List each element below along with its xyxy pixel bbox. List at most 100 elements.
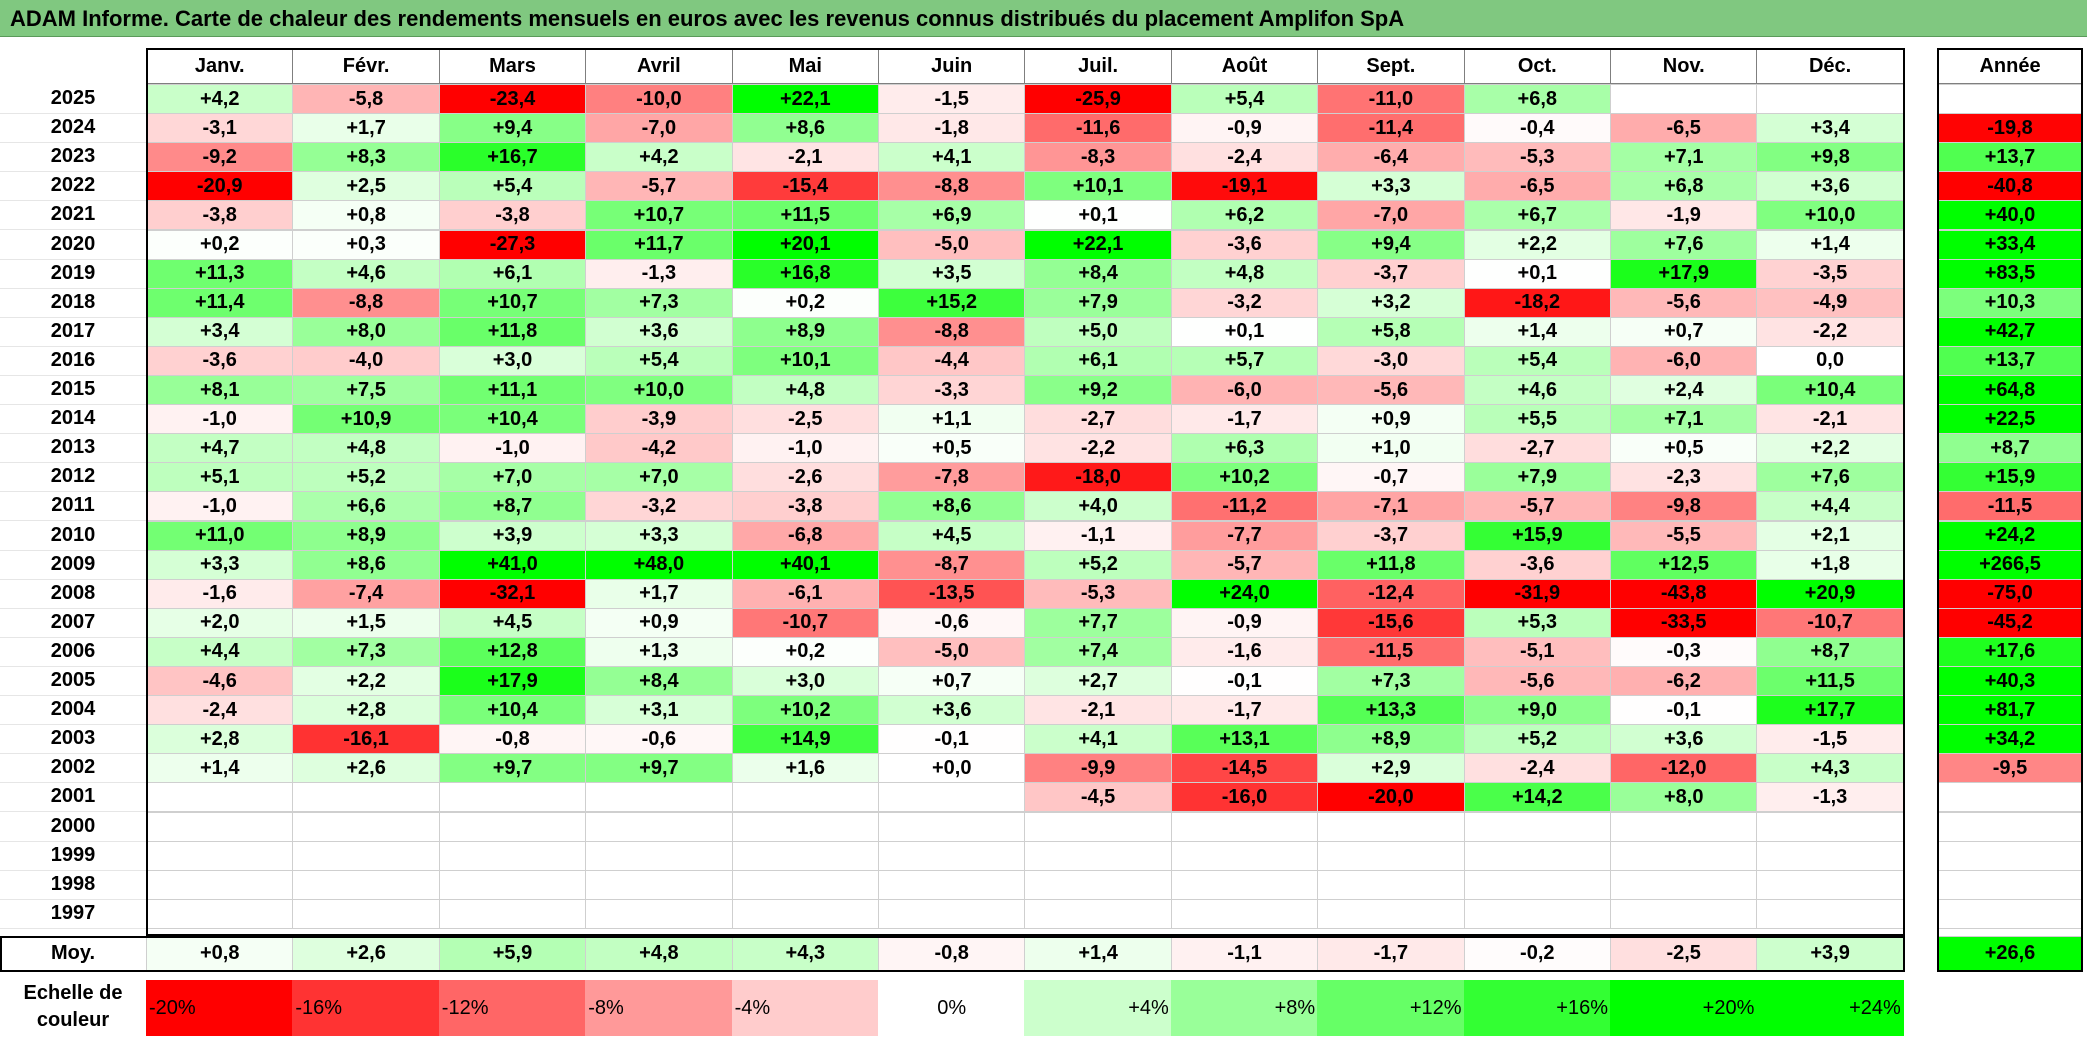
heatmap-cell: -5,3 [1024,578,1172,609]
heatmap-cell: -15,6 [1317,607,1465,638]
heatmap-cell: +0,5 [878,433,1026,464]
heatmap-cell: +4,7 [146,433,294,464]
heatmap-cell [585,869,733,900]
heatmap-cell: +0,1 [1170,316,1319,347]
heatmap-cell: -5,1 [1463,636,1611,667]
color-scale-swatch: -12% [438,980,587,1036]
average-cell: +5,9 [438,935,587,972]
heatmap-cell: +4,3 [1756,753,1904,784]
heatmap-cell: +8,0 [292,316,440,347]
month-header: Mars [438,48,587,84]
heatmap-cell: +3,4 [146,316,294,347]
heatmap-cell: +6,1 [1024,345,1172,376]
year-label: 2020 [0,230,146,260]
annual-return-cell [1937,84,2083,115]
heatmap-cell: +7,1 [1610,404,1758,435]
heatmap-cell: +2,7 [1024,666,1172,697]
heatmap-cell: +13,3 [1317,695,1465,726]
heatmap-cell [1756,869,1904,900]
heatmap-cell: -0,8 [438,724,587,755]
heatmap-cell [1463,898,1611,929]
heatmap-cell: -1,3 [1756,782,1904,813]
heatmap-cell: -3,8 [438,200,587,231]
heatmap-cell: +2,2 [1463,229,1611,260]
month-header: Déc. [1756,48,1904,84]
heatmap-cell: +9,2 [1024,375,1172,406]
heatmap-cell: -6,5 [1610,113,1758,144]
color-scale-swatch: +24% [1756,980,1904,1036]
heatmap-cell: +48,0 [585,549,733,580]
heatmap-cell: -9,2 [146,142,294,173]
year-label: 2013 [0,433,146,464]
heatmap-cell: +12,5 [1610,549,1758,580]
heatmap-cell: -6,1 [731,578,879,609]
heatmap-cell: +5,8 [1317,316,1465,347]
heatmap-cell: -27,3 [438,229,587,260]
heatmap-cell: +9,4 [1317,229,1465,260]
heatmap-cell: -6,2 [1610,666,1758,697]
heatmap-cell: +2,2 [292,666,440,697]
heatmap-cell: +22,1 [731,84,879,115]
heatmap-cell: +1,6 [731,753,879,784]
year-label: 2018 [0,288,146,318]
heatmap-cell [1756,811,1904,842]
heatmap-cell [146,840,294,871]
heatmap-cell: +24,0 [1170,578,1319,609]
heatmap-cell: +5,2 [1463,724,1611,755]
heatmap-cell: -33,5 [1610,607,1758,638]
heatmap-cell: +5,1 [146,462,294,493]
annual-return-cell: +13,7 [1937,142,2083,173]
heatmap-cell: -13,5 [878,578,1026,609]
heatmap-cell: +13,1 [1170,724,1319,755]
heatmap-cell: -12,4 [1317,578,1465,609]
color-scale-swatch: +4% [1024,980,1172,1036]
year-label: 2015 [0,375,146,406]
heatmap-cell: +0,1 [1463,258,1611,289]
average-cell: -0,8 [878,935,1026,972]
heatmap-cell: +5,4 [1170,84,1319,115]
heatmap-cell [146,869,294,900]
heatmap-cell: +2,9 [1317,753,1465,784]
heatmap-cell: -2,7 [1463,433,1611,464]
heatmap-cell: +0,1 [1024,200,1172,231]
heatmap-cell: -18,0 [1024,462,1172,493]
heatmap-cell [878,898,1026,929]
heatmap-cell: +4,6 [1463,375,1611,406]
heatmap-cell [1317,869,1465,900]
heatmap-cell: -0,6 [585,724,733,755]
heatmap-cell: +3,0 [731,666,879,697]
heatmap-cell: -25,9 [1024,84,1172,115]
heatmap-cell: -4,5 [1024,782,1172,813]
heatmap-cell: -1,0 [146,491,294,522]
month-header: Oct. [1463,48,1611,84]
heatmap-cell: +3,1 [585,695,733,726]
heatmap-cell: -6,0 [1170,375,1319,406]
heatmap-cell: +4,5 [878,520,1026,551]
heatmap-cell: -2,1 [1756,404,1904,435]
average-cell: +2,6 [292,935,440,972]
heatmap-cell: +40,1 [731,549,879,580]
heatmap-cell: -6,0 [1610,345,1758,376]
heatmap-cell: +4,8 [292,433,440,464]
heatmap-cell: +4,8 [1170,258,1319,289]
heatmap-cell: -0,1 [1170,666,1319,697]
heatmap-cell: -4,6 [146,666,294,697]
year-label: 2016 [0,346,146,376]
heatmap-cell: +6,9 [878,200,1026,231]
heatmap-cell: +2,1 [1756,520,1904,551]
heatmap-cell [1756,898,1904,929]
heatmap-cell: -2,2 [1756,316,1904,347]
annual-return-cell: +22,5 [1937,404,2083,435]
heatmap-cell: +5,2 [1024,549,1172,580]
heatmap-cell: +6,3 [1170,433,1319,464]
heatmap-cell: -2,3 [1610,462,1758,493]
heatmap-cell: -1,6 [146,578,294,609]
heatmap-cell: -1,5 [878,84,1026,115]
heatmap-cell: +1,8 [1756,549,1904,580]
heatmap-cell: +10,7 [585,200,733,231]
heatmap-cell: -2,4 [146,695,294,726]
heatmap-cell: +6,8 [1463,84,1611,115]
color-scale-label: Echelle de couleur [23,982,123,1031]
heatmap-cell [292,840,440,871]
heatmap-cell: -5,6 [1317,375,1465,406]
